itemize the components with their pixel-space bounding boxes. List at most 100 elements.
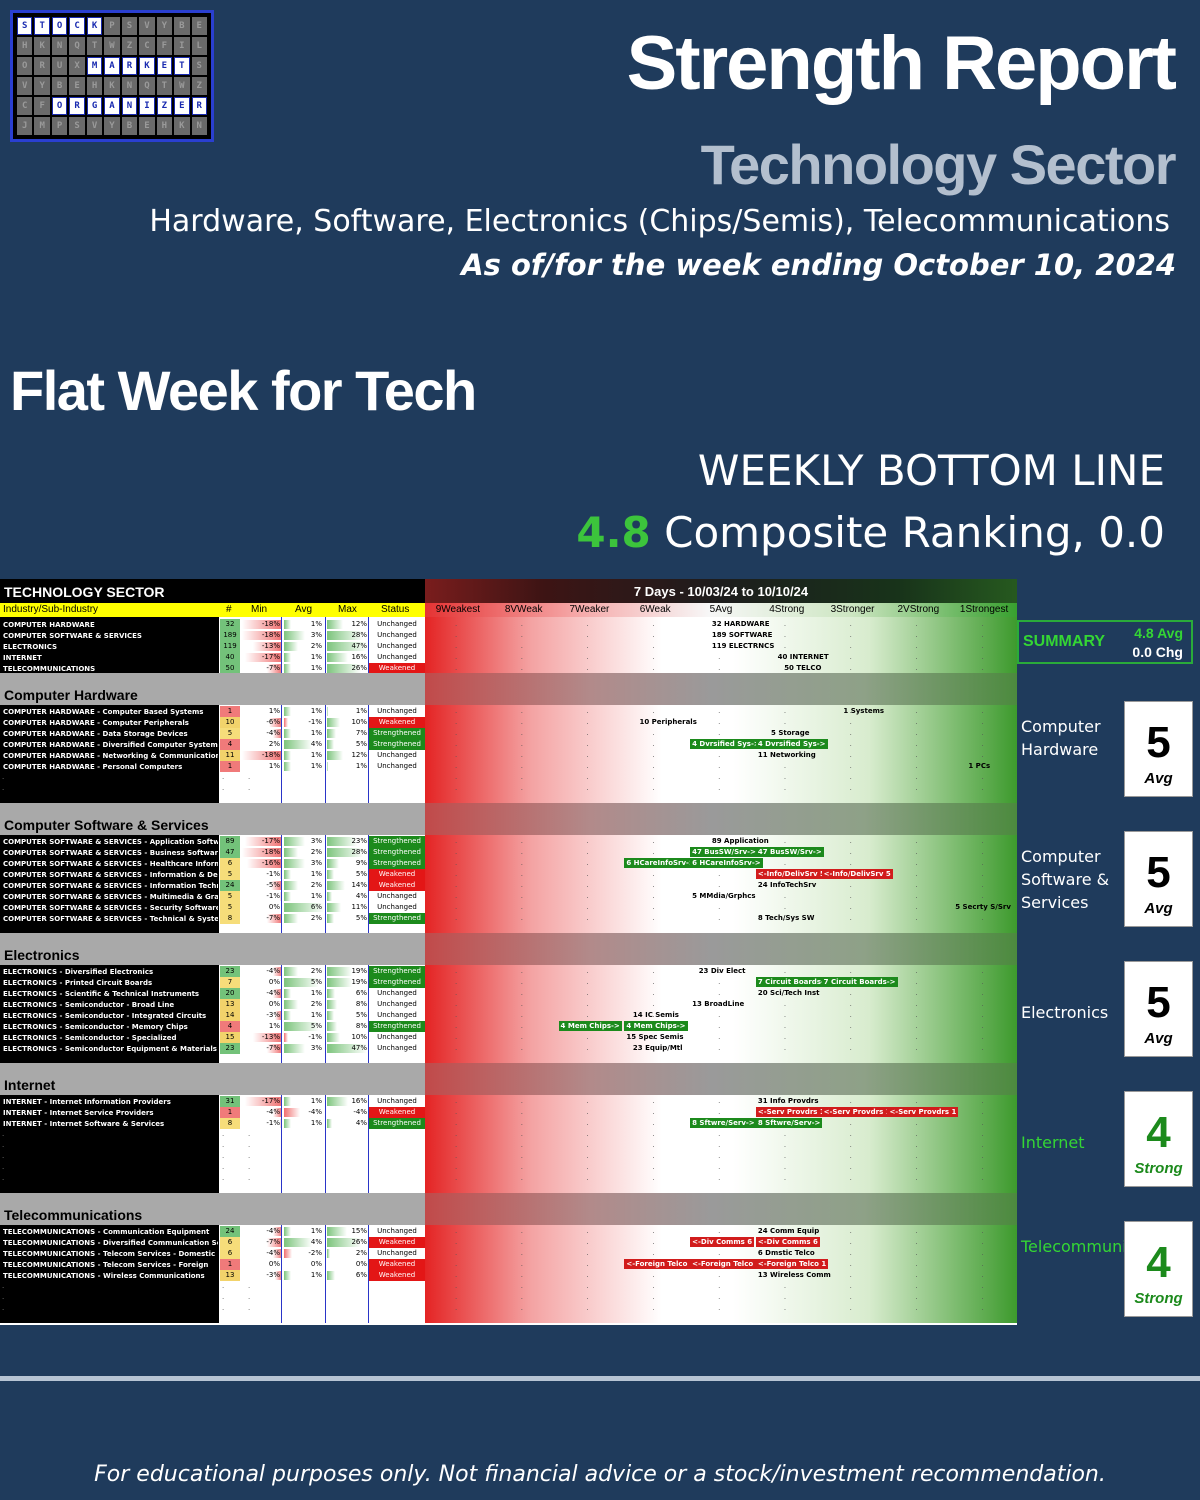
zone-marker: 5 Secrty S/Srv [955, 903, 1011, 911]
zone-dot: . [652, 1227, 655, 1235]
zone-dot: . [718, 1108, 721, 1116]
zone-dot: . [783, 881, 787, 889]
group-zone-bg [425, 705, 1017, 803]
table-row: TELECOMMUNICATIONS - Wireless Communicat… [0, 1270, 1017, 1281]
zone-dot: . [520, 1033, 523, 1041]
zone-dot: . [981, 642, 984, 650]
empty-row: ............ [0, 1162, 1017, 1173]
zone-dot: . [981, 1260, 984, 1268]
zone-dot: . [652, 1044, 655, 1052]
row-status: Unchanged [369, 988, 425, 999]
zone-dot: . [520, 1271, 523, 1279]
zone-dot: . [520, 707, 523, 715]
zone-dot: . [783, 1282, 787, 1290]
row-status: Weakened [369, 717, 425, 728]
zone-dot: . [718, 1227, 721, 1235]
zone-dot: . [849, 914, 852, 922]
group-band: Internet [0, 1063, 1017, 1095]
row-status: Unchanged [369, 619, 425, 630]
zone-dot: . [783, 1152, 787, 1160]
row-min: -4% [266, 1249, 280, 1257]
col-max: Max [338, 604, 357, 615]
table-row: COMPUTER HARDWARE - Networking & Communi… [0, 750, 1017, 761]
row-status: Strengthened [369, 739, 425, 750]
min-bar [273, 967, 282, 976]
zone-dot: . [981, 620, 984, 628]
zone-dot: . [652, 1000, 655, 1008]
zone-dot: . [455, 1000, 458, 1008]
group-score-tag: Strong [1134, 1290, 1183, 1307]
row-name: COMPUTER HARDWARE - Computer Peripherals [3, 719, 189, 727]
zone-dot: . [520, 1141, 523, 1149]
zone-marker: 15 Spec Semis [626, 1033, 684, 1041]
zone-dot: . [586, 1293, 589, 1301]
min-bar [266, 914, 282, 923]
min-bar [244, 1097, 282, 1106]
zone-dot: . [455, 1260, 458, 1268]
zone-dot: . [915, 1304, 918, 1312]
avg-bar [284, 881, 298, 890]
zone-dot: . [586, 1152, 589, 1160]
table-row: ELECTRONICS - Diversified Electronics 23 -… [0, 966, 1017, 977]
empty-row: ............ [0, 1129, 1017, 1140]
table-row: COMPUTER HARDWARE - Personal Computers 1 1… [0, 761, 1017, 772]
col-min: Min [251, 604, 268, 615]
zone-dot: . [783, 718, 787, 726]
zone-dot: . [915, 859, 918, 867]
max-bar [327, 751, 343, 760]
zone-marker: 4 Mem Chips-> [558, 1021, 622, 1031]
zone-dot: . [586, 620, 589, 628]
row-min: -17% [261, 653, 280, 661]
row-max: 26% [351, 664, 367, 672]
zone-dot: . [718, 837, 721, 845]
row-count: 50 [220, 663, 240, 674]
row-status: Strengthened [369, 977, 425, 988]
zone-dot: . [520, 762, 523, 770]
logo-filler: P [104, 17, 120, 35]
row-status: Unchanged [369, 1043, 425, 1054]
zone-dot: . [520, 642, 523, 650]
min-bar [275, 1271, 282, 1280]
zone-dot: . [981, 1119, 984, 1127]
zone-dot: . [915, 740, 918, 748]
zone-dot: . [520, 1000, 523, 1008]
zone-dot: . [520, 784, 523, 792]
avg-bar [284, 718, 288, 727]
avg-bar [284, 631, 305, 640]
zone-marker: 13 BroadLine [692, 1000, 745, 1008]
zone-dot: . [455, 848, 458, 856]
empty-dot: . [248, 1163, 251, 1171]
zone-dot: . [981, 1174, 984, 1182]
zone-dot: . [718, 1249, 721, 1257]
empty-dot: . [2, 773, 5, 781]
zone-header: 6Weak [639, 604, 671, 615]
zone-marker: 40 INTERNET [777, 653, 829, 661]
zone-dot: . [652, 1108, 655, 1116]
row-max: 5% [355, 914, 367, 922]
zone-dot: . [520, 751, 523, 759]
row-max: 4% [355, 892, 367, 900]
min-bar [242, 751, 282, 760]
zone-dot: . [586, 751, 589, 759]
zone-header: 5Avg [709, 604, 733, 615]
zone-dot: . [455, 903, 458, 911]
empty-dot: . [222, 1141, 225, 1149]
row-min: -3% [266, 1011, 280, 1019]
zone-dot: . [520, 718, 523, 726]
zone-dot: . [915, 1152, 918, 1160]
max-bar [327, 1033, 340, 1042]
max-bar [327, 1044, 367, 1053]
zone-dot: . [783, 1000, 787, 1008]
zone-dot: . [915, 1119, 918, 1127]
row-avg: 5% [310, 978, 322, 986]
avg-bar [284, 642, 298, 651]
zone-dot: . [783, 762, 787, 770]
max-bar [327, 1097, 348, 1106]
row-max: 26% [351, 1238, 367, 1246]
table-sector-title: TECHNOLOGY SECTOR [0, 579, 425, 603]
row-avg: 4% [310, 740, 322, 748]
report-title: Strength Report [626, 21, 1177, 106]
row-status: Strengthened [369, 836, 425, 847]
table-row: ELECTRONICS - Semiconductor - Memory Chi… [0, 1021, 1017, 1032]
summary-label: SUMMARY [1023, 633, 1106, 650]
